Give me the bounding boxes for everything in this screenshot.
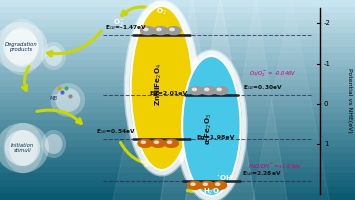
Ellipse shape — [45, 134, 62, 154]
Polygon shape — [112, 0, 201, 200]
Ellipse shape — [5, 130, 40, 166]
Ellipse shape — [182, 56, 241, 196]
Circle shape — [144, 28, 148, 31]
Bar — [0, 180, 355, 187]
Bar — [0, 140, 355, 147]
Circle shape — [151, 139, 165, 147]
Circle shape — [167, 27, 181, 35]
Bar — [0, 60, 355, 67]
Ellipse shape — [0, 123, 49, 173]
Ellipse shape — [3, 29, 39, 65]
Text: Degradation
products: Degradation products — [5, 42, 37, 52]
Bar — [0, 193, 355, 200]
Bar — [0, 73, 355, 80]
Bar — [0, 20, 355, 27]
Circle shape — [141, 27, 155, 35]
Bar — [0, 187, 355, 193]
Circle shape — [138, 139, 152, 147]
Bar — [0, 160, 355, 167]
Text: 0: 0 — [324, 101, 328, 107]
Circle shape — [212, 181, 226, 189]
Text: ZnNiFe$_2$O$_4$: ZnNiFe$_2$O$_4$ — [154, 62, 164, 106]
Bar — [0, 153, 355, 160]
Circle shape — [204, 88, 209, 91]
Bar — [0, 40, 355, 47]
Text: O$_2^-$: O$_2^-$ — [113, 18, 125, 28]
Bar — [0, 127, 355, 133]
Circle shape — [214, 87, 228, 95]
Text: Initiation
stimuli: Initiation stimuli — [11, 143, 34, 153]
Ellipse shape — [55, 88, 80, 112]
Text: α-Fe$_2$O$_3$: α-Fe$_2$O$_3$ — [204, 113, 214, 145]
Bar — [0, 47, 355, 53]
Bar — [0, 87, 355, 93]
Bar — [0, 7, 355, 13]
Polygon shape — [160, 0, 224, 200]
Text: MB: MB — [50, 96, 58, 100]
Circle shape — [188, 181, 202, 189]
Bar — [0, 93, 355, 100]
Bar — [0, 147, 355, 153]
Bar — [0, 107, 355, 113]
Ellipse shape — [9, 130, 38, 166]
Circle shape — [141, 141, 146, 143]
Circle shape — [192, 88, 197, 91]
Bar — [0, 67, 355, 73]
Text: E$_{VB}$=0.54eV: E$_{VB}$=0.54eV — [96, 127, 136, 136]
Text: Potential vs NHE(eV): Potential vs NHE(eV) — [347, 68, 352, 132]
Circle shape — [170, 28, 174, 31]
Circle shape — [203, 183, 207, 185]
Text: E$_{VB}$=2.28eV: E$_{VB}$=2.28eV — [241, 169, 281, 178]
Polygon shape — [252, 0, 330, 200]
Ellipse shape — [41, 42, 66, 70]
Bar — [0, 13, 355, 20]
Ellipse shape — [50, 83, 85, 117]
Bar — [0, 53, 355, 60]
Ellipse shape — [131, 6, 193, 170]
Text: H$_2$O: H$_2$O — [203, 187, 220, 197]
Text: E$_{CB}$=0.30eV: E$_{CB}$=0.30eV — [243, 83, 283, 92]
Circle shape — [217, 88, 221, 91]
Circle shape — [168, 141, 172, 143]
Text: O$_2$/O$_2^-$ = -0.046V: O$_2$/O$_2^-$ = -0.046V — [248, 69, 296, 79]
Bar — [0, 27, 355, 33]
Ellipse shape — [41, 130, 66, 158]
Bar — [0, 133, 355, 140]
Circle shape — [200, 181, 214, 189]
Bar — [0, 120, 355, 127]
Bar — [0, 80, 355, 87]
Circle shape — [164, 139, 179, 147]
Polygon shape — [224, 0, 288, 200]
Ellipse shape — [0, 22, 48, 72]
Text: E$_{CB}$=-1.47eV: E$_{CB}$=-1.47eV — [105, 23, 147, 32]
Text: Eg=1.98eV: Eg=1.98eV — [197, 134, 235, 140]
Text: 1: 1 — [324, 141, 328, 147]
Bar — [0, 0, 355, 7]
Circle shape — [202, 87, 215, 95]
Circle shape — [154, 141, 159, 143]
Ellipse shape — [6, 27, 38, 67]
Text: $^•$OH: $^•$OH — [216, 172, 232, 183]
Text: -2: -2 — [324, 20, 331, 26]
Ellipse shape — [45, 46, 62, 66]
Bar — [0, 173, 355, 180]
Ellipse shape — [4, 123, 43, 173]
Polygon shape — [185, 0, 256, 200]
Bar — [0, 100, 355, 107]
Circle shape — [189, 87, 203, 95]
Circle shape — [154, 27, 168, 35]
Circle shape — [215, 183, 220, 185]
Text: Eg=2.01eV: Eg=2.01eV — [149, 92, 187, 97]
Text: H$_2$O/OH$^-$=+1.99eV: H$_2$O/OH$^-$=+1.99eV — [248, 163, 303, 171]
Text: O$_2$: O$_2$ — [157, 7, 167, 17]
Bar — [0, 33, 355, 40]
Bar — [0, 167, 355, 173]
Text: -1: -1 — [324, 61, 331, 67]
Ellipse shape — [0, 19, 44, 75]
Bar — [0, 113, 355, 120]
Circle shape — [191, 183, 195, 185]
Circle shape — [157, 28, 161, 31]
